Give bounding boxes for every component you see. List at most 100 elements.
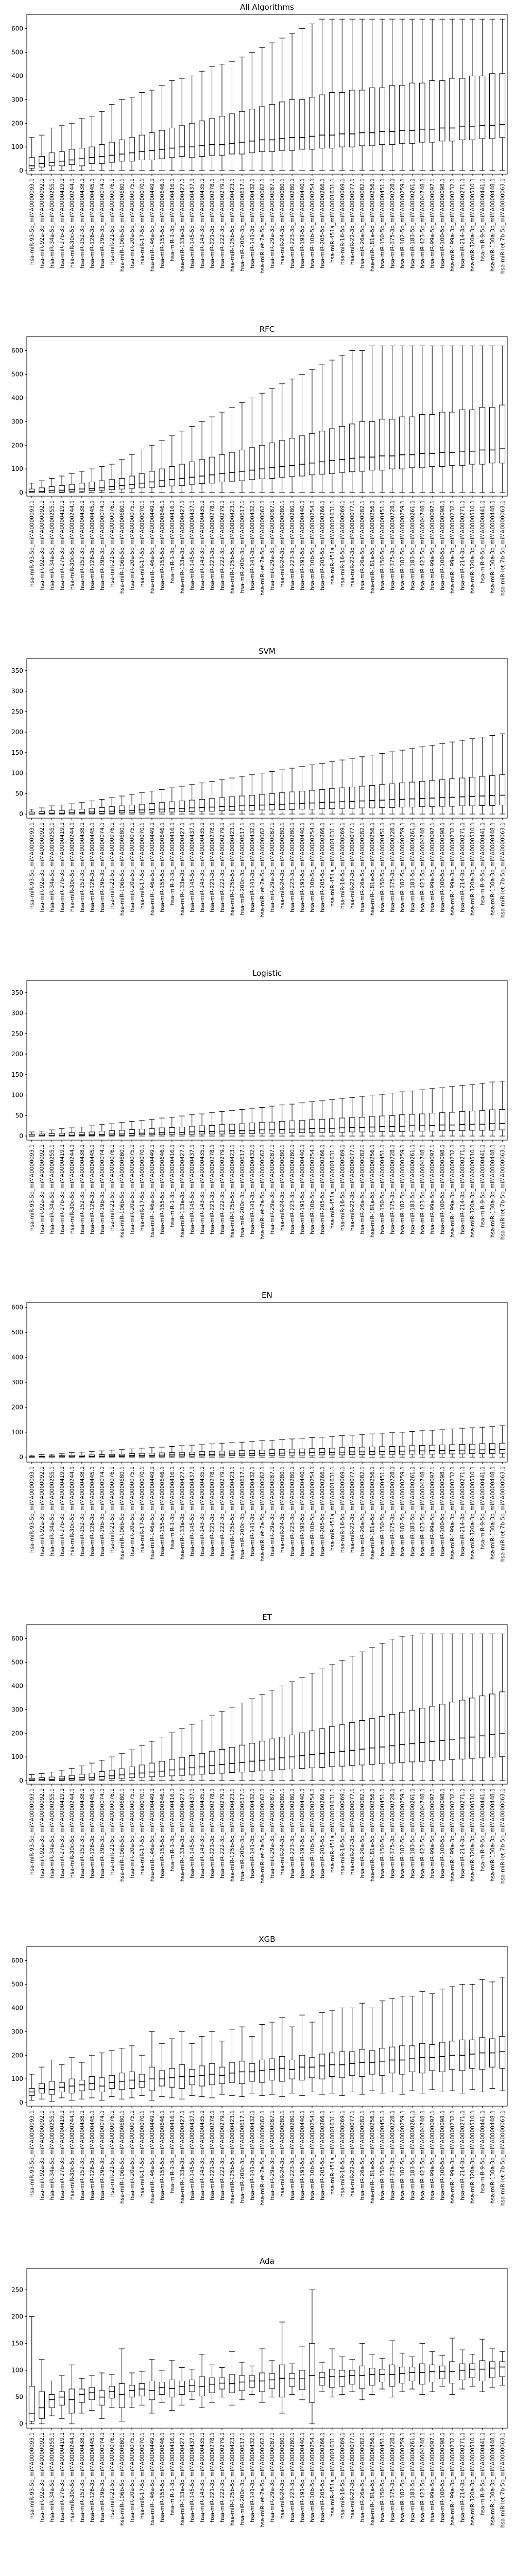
x-tick-label: hsa-miR-let-7a-5p_miMA0000062.1 bbox=[260, 2432, 266, 2528]
box-6 bbox=[89, 801, 95, 815]
box-iqr bbox=[289, 791, 295, 810]
x-tick-label: hsa-miR-191-5p_miMA0000440.1 bbox=[300, 500, 306, 590]
x-tick-label: hsa-miR-133a-3p_miMA0000427.1 bbox=[179, 2432, 185, 2526]
box-iqr bbox=[479, 2360, 486, 2381]
x-tick-label: hsa-miR-34a-5p_miMA0000255.1 bbox=[49, 822, 56, 912]
box-iqr bbox=[449, 412, 455, 466]
x-tick-label: hsa-miR-let-7b-5p_miMA0000063.1 bbox=[500, 2432, 506, 2528]
x-tick-label: hsa-miR-92a-3p_miMA0000092.1 bbox=[39, 1466, 45, 1556]
x-tick-label: hsa-miR-155-5p_miMA0000646.1 bbox=[159, 2110, 165, 2200]
x-tick-label: hsa-miR-205-5p_miMA0000266.1 bbox=[319, 2432, 325, 2522]
box-iqr bbox=[109, 479, 115, 490]
x-tick-label: hsa-miR-451a_miMA0001631.1 bbox=[330, 1144, 336, 1229]
box-27 bbox=[299, 2346, 305, 2400]
box-iqr bbox=[479, 75, 486, 139]
box-40 bbox=[429, 2351, 436, 2392]
box-iqr bbox=[329, 2369, 335, 2388]
box-iqr bbox=[239, 795, 245, 811]
x-tick-label: hsa-miR-375-3p_miMA0000728.1 bbox=[389, 1788, 396, 1878]
box-iqr bbox=[249, 1743, 255, 1772]
x-tick-label: hsa-miR-let-7b-5p_miMA0000063.1 bbox=[500, 1788, 506, 1884]
box-19 bbox=[219, 412, 225, 493]
x-tick-label: hsa-miR-181a-5p_miMA0000256.1 bbox=[370, 2432, 376, 2526]
x-tick-label: hsa-miR-152-3p_miMA0000438.1 bbox=[79, 1466, 85, 1556]
x-tick-label: hsa-miR-214-3p_miMA0000271.1 bbox=[460, 1788, 466, 1878]
box-45 bbox=[479, 1979, 486, 2092]
box-5 bbox=[79, 802, 85, 815]
box-iqr bbox=[259, 794, 265, 810]
box-5 bbox=[79, 2062, 85, 2099]
box-13 bbox=[159, 1447, 165, 1458]
box-34 bbox=[369, 1433, 375, 1458]
box-iqr bbox=[159, 1127, 165, 1136]
x-tick-label: hsa-miR-375-3p_miMA0000728.1 bbox=[389, 178, 396, 268]
box-0 bbox=[28, 1454, 35, 1458]
box-iqr bbox=[98, 144, 105, 164]
box-iqr bbox=[409, 1710, 416, 1762]
box-11 bbox=[139, 1448, 145, 1458]
box-44 bbox=[469, 1084, 475, 1137]
box-iqr bbox=[439, 80, 445, 142]
box-22 bbox=[249, 397, 255, 493]
box-29 bbox=[319, 19, 325, 171]
box-15 bbox=[179, 1445, 185, 1458]
x-tick-label: hsa-miR-16-5p_miMA0000069.1 bbox=[339, 1144, 346, 1231]
box-iqr bbox=[359, 2365, 366, 2389]
box-iqr bbox=[59, 1132, 65, 1137]
box-iqr bbox=[359, 421, 366, 472]
x-tick-label: hsa-miR-let-7b-5p_miMA0000063.1 bbox=[500, 1466, 506, 1562]
x-tick-label: hsa-miR-29a-3p_miMA0000087.1 bbox=[269, 1788, 276, 1878]
x-tick-label: hsa-miR-143-3p_miMA0000435.1 bbox=[199, 500, 205, 590]
box-iqr bbox=[429, 1113, 436, 1132]
box-44 bbox=[469, 1984, 475, 2090]
box-35 bbox=[379, 1433, 385, 1458]
box-23 bbox=[259, 773, 265, 815]
box-31 bbox=[339, 2357, 346, 2395]
x-tick-label: hsa-miR-100-5p_miMA0000098.1 bbox=[440, 500, 446, 590]
box-33 bbox=[359, 350, 366, 493]
x-tick-label: hsa-miR-152-3p_miMA0000438.1 bbox=[79, 1144, 85, 1234]
box-iqr bbox=[259, 1122, 265, 1133]
box-iqr bbox=[249, 1123, 255, 1134]
box-41 bbox=[439, 345, 445, 493]
box-18 bbox=[209, 1112, 215, 1137]
box-iqr bbox=[389, 1714, 396, 1764]
box-iqr bbox=[109, 142, 115, 163]
box-iqr bbox=[419, 1113, 425, 1132]
box-iqr bbox=[188, 800, 195, 812]
box-iqr bbox=[369, 2367, 375, 2386]
x-tick-label: hsa-miR-1-3p_miMA0000416.1 bbox=[169, 2432, 176, 2515]
box-iqr bbox=[289, 1121, 295, 1133]
x-tick-label: hsa-miR-100-5p_miMA0000098.1 bbox=[440, 178, 446, 268]
box-iqr bbox=[349, 1722, 355, 1766]
box-iqr bbox=[68, 1775, 75, 1781]
box-12 bbox=[149, 2031, 155, 2101]
x-tick-label: hsa-miR-9-5p_miMA0000441.1 bbox=[479, 2110, 486, 2193]
box-36 bbox=[389, 345, 396, 493]
y-tick-label: 500 bbox=[11, 1329, 23, 1336]
box-iqr bbox=[229, 452, 235, 482]
box-iqr bbox=[479, 1696, 486, 1758]
x-tick-label: hsa-miR-214-3p_miMA0000271.1 bbox=[460, 500, 466, 590]
box-33 bbox=[359, 1651, 366, 1781]
box-iqr bbox=[409, 82, 416, 144]
box-21 bbox=[239, 2026, 245, 2097]
box-iqr bbox=[59, 151, 65, 166]
x-tick-label: hsa-miR-20a-5p_miMA0000075.1 bbox=[129, 1788, 135, 1878]
x-tick-label: hsa-miR-205-5p_miMA0000266.1 bbox=[319, 1466, 325, 1556]
box-iqr bbox=[209, 798, 215, 811]
box-21 bbox=[239, 776, 245, 815]
box-iqr bbox=[89, 146, 95, 164]
box-22 bbox=[249, 1698, 255, 1781]
x-tick-label: hsa-miR-182-5p_miMA0000259.1 bbox=[400, 1144, 406, 1234]
x-tick-label: hsa-miR-181a-5p_miMA0000256.1 bbox=[370, 2110, 376, 2204]
x-tick-label: hsa-miR-17-5p_miMA0000070.1 bbox=[140, 500, 146, 587]
box-15 bbox=[179, 78, 185, 171]
x-tick-label: hsa-miR-29a-3p_miMA0000087.1 bbox=[269, 500, 276, 590]
box-iqr bbox=[279, 1449, 285, 1456]
box-25 bbox=[279, 38, 285, 171]
box-iqr bbox=[329, 92, 335, 148]
x-tick-label: hsa-miR-99a-5p_miMA0000097.1 bbox=[430, 2110, 436, 2200]
box-2 bbox=[48, 2059, 55, 2102]
box-32 bbox=[349, 758, 355, 815]
